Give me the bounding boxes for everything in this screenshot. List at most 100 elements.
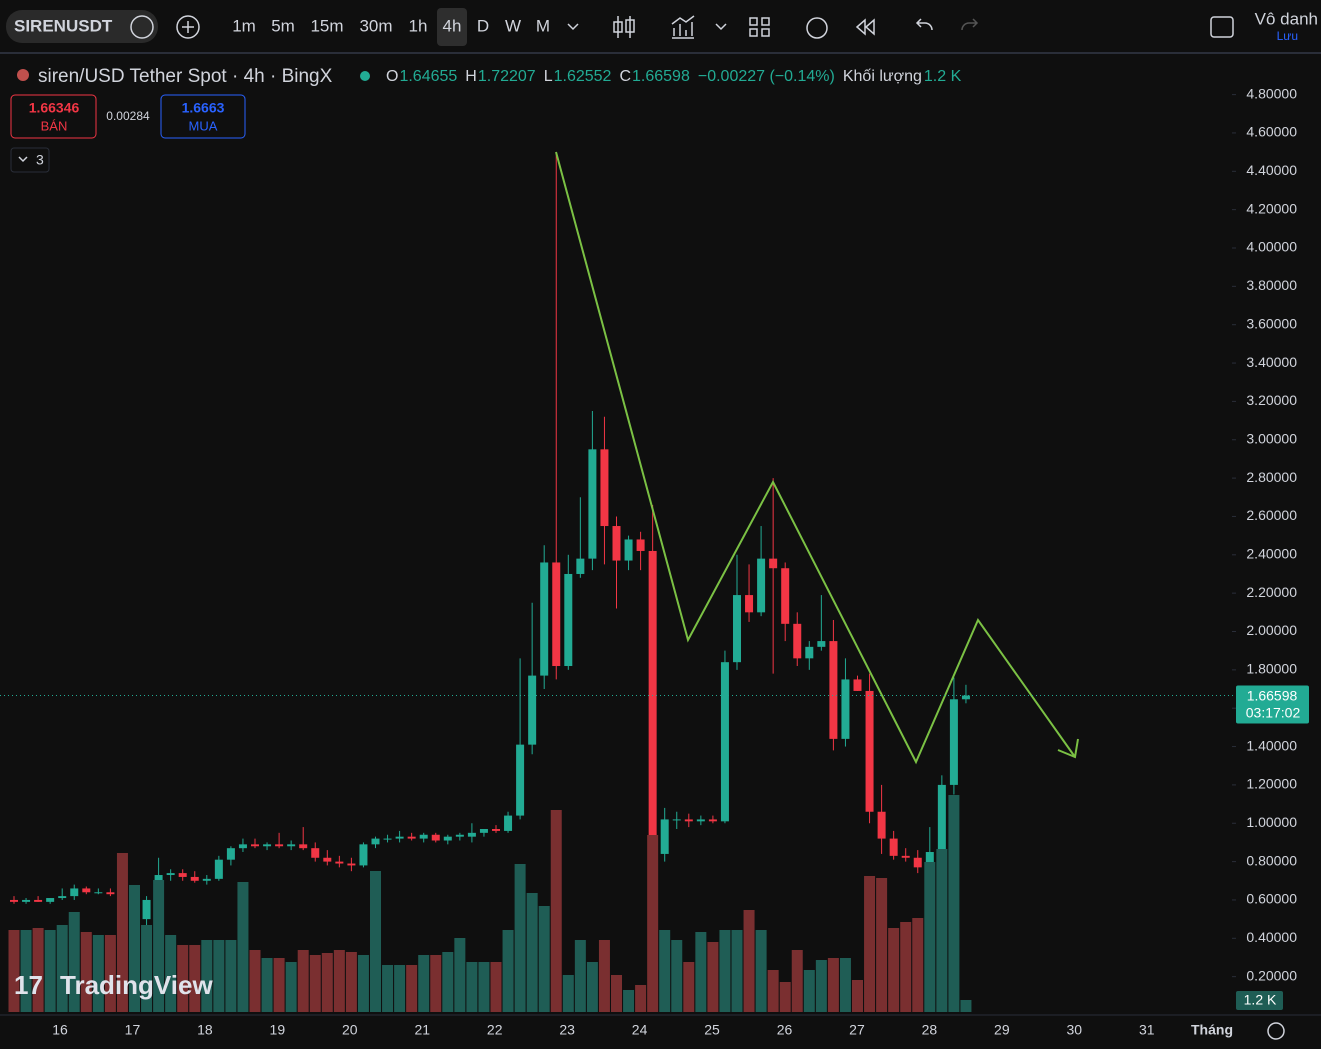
volume-bar [297, 950, 309, 1012]
interval[interactable]: 30m [359, 16, 392, 35]
dropdown[interactable] [567, 23, 579, 31]
interval[interactable]: 1m [232, 16, 256, 35]
volume-bar [767, 970, 779, 1012]
interval[interactable]: 1h [409, 16, 428, 35]
indicators-toggle[interactable] [10, 147, 50, 173]
dropdown[interactable] [715, 23, 727, 31]
buy-label[interactable]: MUA [189, 118, 218, 133]
legend-change: −0.00227 (−0.14%) [698, 68, 835, 85]
interval[interactable]: 4h [443, 16, 462, 35]
candle-body [781, 568, 790, 624]
buy-price[interactable]: 1.6663 [182, 100, 225, 116]
alert-clock-icon[interactable] [806, 17, 828, 39]
y-tick-label: 4.00000 [1246, 239, 1297, 255]
interval[interactable]: D [477, 16, 489, 35]
replay-icon[interactable] [855, 18, 875, 36]
alert-icon[interactable] [130, 15, 154, 39]
interval[interactable]: 15m [310, 16, 343, 35]
interval[interactable]: 5m [271, 16, 295, 35]
settings-icon[interactable] [1267, 1022, 1285, 1040]
y-tick-label: 0.60000 [1246, 891, 1297, 907]
candle-body [600, 449, 609, 527]
interval[interactable]: W [505, 16, 521, 35]
volume-bar [598, 940, 610, 1012]
candle-body [889, 838, 898, 856]
candle-body [492, 829, 500, 831]
spread: 0.00284 [106, 109, 150, 123]
indicators-count[interactable]: 3 [36, 152, 44, 168]
sell-label[interactable]: BÁN [41, 118, 68, 133]
volume-bar [852, 980, 863, 1012]
candle-body [431, 834, 440, 841]
chevron [18, 156, 28, 163]
volume-bar [912, 918, 924, 1012]
volume-bar [514, 864, 526, 1012]
candle-body [58, 896, 67, 899]
candle-body [359, 844, 368, 866]
layout-icon[interactable] [749, 17, 770, 37]
volume-bar [755, 930, 767, 1012]
volume-label: 1.2 K [1244, 992, 1277, 1008]
y-tick-label: 4.80000 [1246, 85, 1297, 101]
fullscreen-icon[interactable] [1210, 16, 1234, 38]
candle-body [516, 744, 525, 816]
x-tick-label: 28 [922, 1022, 938, 1038]
redo-icon[interactable] [961, 18, 979, 31]
candle-body [299, 844, 308, 849]
watermark-logo: 17 [14, 970, 43, 1000]
symbol-pill[interactable] [6, 10, 158, 43]
legend-value: 1.72207 [478, 68, 536, 85]
y-tick-label: 4.60000 [1246, 124, 1297, 140]
add-icon[interactable] [176, 15, 200, 39]
volume-bar [791, 950, 803, 1012]
market-status [360, 71, 370, 81]
buy-button[interactable] [160, 94, 246, 139]
x-tick-label: 26 [777, 1022, 793, 1038]
volume-bar [116, 853, 128, 1012]
candle-body [648, 550, 657, 854]
candle-body [504, 815, 513, 831]
legend-key: C [619, 68, 631, 85]
volume-bar [249, 950, 261, 1012]
volume-bar [177, 945, 189, 1012]
candle-body [672, 819, 681, 821]
sell-price[interactable]: 1.66346 [29, 100, 80, 116]
candle-body [588, 449, 597, 559]
candle-body [708, 819, 717, 822]
volume-bar [586, 962, 598, 1012]
volume-bar [442, 952, 454, 1012]
x-tick-label: 19 [270, 1022, 286, 1038]
candle-body [925, 852, 934, 868]
indicators-icon[interactable] [671, 15, 695, 39]
candle-body [10, 899, 18, 902]
candle-body [323, 857, 332, 862]
candle-body [636, 539, 645, 551]
legend-key: H [465, 68, 477, 85]
volume-bar [201, 940, 213, 1012]
legend-key: O [386, 68, 398, 85]
undo-icon[interactable] [915, 18, 933, 31]
candle-body [564, 573, 573, 667]
volume-bar [888, 928, 900, 1012]
save-label[interactable]: Lưu [1277, 29, 1298, 43]
candle-body [287, 844, 296, 847]
volume-bar [129, 885, 140, 1012]
symbol[interactable]: SIRENUSDT [14, 16, 113, 35]
candle-body [745, 595, 754, 613]
sell-button[interactable] [10, 94, 97, 139]
candle-body [552, 562, 561, 667]
interval[interactable]: M [536, 16, 550, 35]
legend-title: siren/USD Tether Spot · 4h · BingX [38, 66, 333, 87]
candle-body [660, 819, 669, 854]
volume-bar [623, 990, 635, 1012]
period-button[interactable]: Tháng [1191, 1022, 1233, 1038]
volume-bar [285, 962, 297, 1012]
candle-body [805, 646, 814, 659]
volume-bar [20, 930, 32, 1012]
chart-type-icon[interactable] [613, 16, 635, 38]
candle-body [311, 848, 320, 858]
volume-bar [864, 876, 876, 1012]
candle-body [793, 623, 802, 659]
layout-name[interactable]: Vô danh [1255, 9, 1318, 28]
